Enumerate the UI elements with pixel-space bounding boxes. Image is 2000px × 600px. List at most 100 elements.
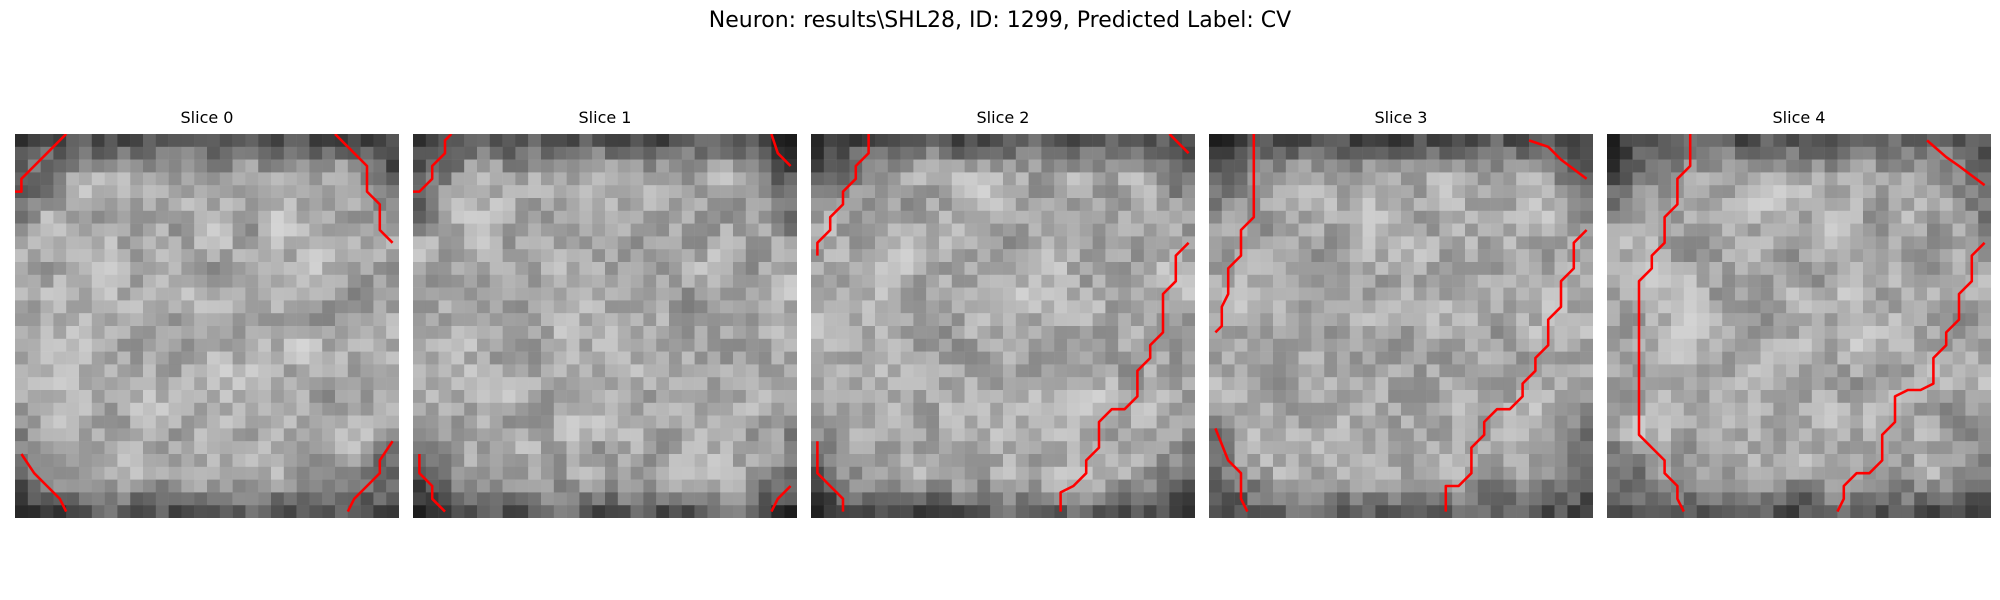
pixel xyxy=(1337,134,1351,148)
pixel xyxy=(309,326,323,340)
pixel xyxy=(1503,492,1517,506)
pixel xyxy=(707,390,721,404)
pixel xyxy=(758,313,772,327)
pixel xyxy=(1567,390,1581,404)
pixel xyxy=(1811,364,1825,378)
contour-line xyxy=(1528,139,1588,180)
pixel xyxy=(1298,300,1312,314)
pixel xyxy=(694,172,708,186)
pixel xyxy=(1607,287,1621,301)
pixel xyxy=(1516,428,1530,442)
pixel xyxy=(1105,262,1119,276)
pixel xyxy=(1118,223,1132,237)
pixel xyxy=(117,338,131,352)
pixel xyxy=(823,402,837,416)
pixel xyxy=(335,198,349,212)
pixel xyxy=(528,274,542,288)
pixel xyxy=(1850,210,1864,224)
pixel xyxy=(1092,313,1106,327)
pixel xyxy=(836,300,850,314)
pixel xyxy=(1939,223,1953,237)
pixel xyxy=(1567,338,1581,352)
pixel xyxy=(758,441,772,455)
pixel xyxy=(977,249,991,263)
pixel xyxy=(758,454,772,468)
pixel xyxy=(771,364,785,378)
pixel xyxy=(579,505,593,518)
pixel xyxy=(489,377,503,391)
pixel xyxy=(1735,492,1749,506)
pixel xyxy=(451,249,465,263)
pixel xyxy=(528,326,542,340)
pixel xyxy=(1914,236,1928,250)
pixel xyxy=(900,185,914,199)
pixel xyxy=(951,402,965,416)
pixel xyxy=(681,479,695,493)
pixel xyxy=(1607,351,1621,365)
pixel xyxy=(1260,223,1274,237)
pixel xyxy=(1465,492,1479,506)
pixel xyxy=(643,454,657,468)
pixel xyxy=(1554,492,1568,506)
pixel xyxy=(875,172,889,186)
pixel xyxy=(1118,287,1132,301)
pixel xyxy=(1824,236,1838,250)
pixel xyxy=(1722,287,1736,301)
pixel xyxy=(1067,454,1081,468)
pixel xyxy=(964,198,978,212)
pixel xyxy=(1735,326,1749,340)
pixel xyxy=(1439,287,1453,301)
pixel xyxy=(1863,236,1877,250)
pixel xyxy=(669,454,683,468)
pixel xyxy=(1863,249,1877,263)
pixel xyxy=(990,479,1004,493)
pixel xyxy=(1671,441,1685,455)
pixel xyxy=(875,428,889,442)
pixel xyxy=(66,492,80,506)
pixel xyxy=(386,185,399,199)
pixel xyxy=(1811,505,1825,518)
pixel xyxy=(1362,402,1376,416)
pixel xyxy=(1490,466,1504,480)
pixel xyxy=(1131,428,1145,442)
pixel xyxy=(771,466,785,480)
pixel xyxy=(707,287,721,301)
pixel xyxy=(617,351,631,365)
pixel xyxy=(91,159,105,173)
pixel xyxy=(1632,146,1646,160)
pixel xyxy=(733,479,747,493)
pixel xyxy=(168,223,182,237)
pixel xyxy=(875,134,889,148)
pixel xyxy=(1554,185,1568,199)
pixel xyxy=(553,479,567,493)
pixel xyxy=(1837,338,1851,352)
pixel xyxy=(40,505,54,518)
pixel xyxy=(1811,223,1825,237)
pixel xyxy=(1015,351,1029,365)
pixel xyxy=(1645,223,1659,237)
pixel xyxy=(130,172,144,186)
pixel xyxy=(335,210,349,224)
pixel xyxy=(1015,198,1029,212)
pixel xyxy=(875,415,889,429)
pixel xyxy=(1811,287,1825,301)
pixel xyxy=(1273,428,1287,442)
pixel xyxy=(1722,159,1736,173)
pixel xyxy=(528,249,542,263)
pixel xyxy=(1747,415,1761,429)
pixel xyxy=(322,236,336,250)
pixel xyxy=(322,351,336,365)
pixel xyxy=(862,313,876,327)
pixel xyxy=(1413,249,1427,263)
pixel xyxy=(1118,300,1132,314)
pixel xyxy=(27,262,41,276)
pixel xyxy=(1054,351,1068,365)
pixel xyxy=(1671,300,1685,314)
pixel xyxy=(219,466,233,480)
pixel xyxy=(1567,326,1581,340)
pixel xyxy=(758,351,772,365)
pixel xyxy=(347,415,361,429)
pixel xyxy=(1003,390,1017,404)
pixel xyxy=(1234,377,1248,391)
pixel xyxy=(1452,390,1466,404)
